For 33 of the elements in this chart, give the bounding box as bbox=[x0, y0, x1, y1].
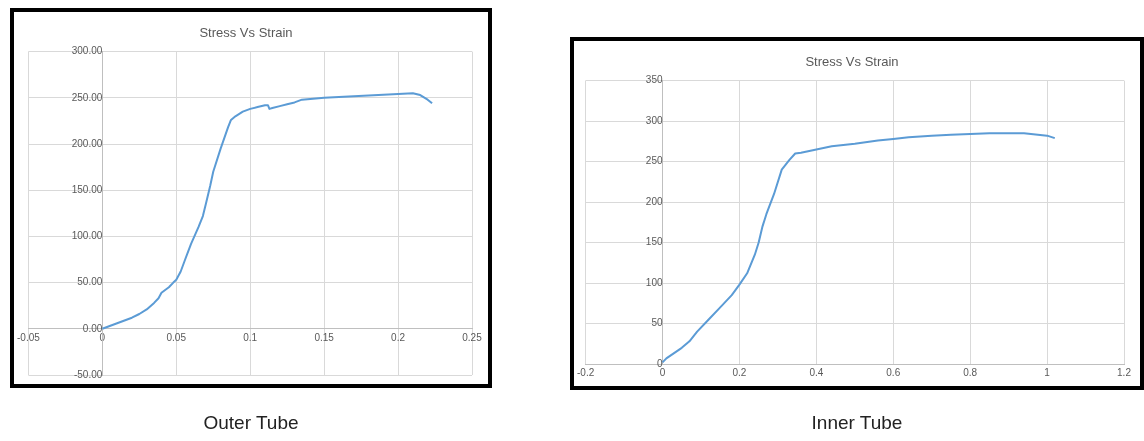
text: Inner Tube bbox=[810, 412, 904, 434]
y-tick-label: 250 bbox=[645, 155, 663, 167]
chart-title: Stress Vs Strain bbox=[199, 25, 293, 41]
y-tick-label: 350 bbox=[645, 74, 663, 86]
y-tick-label: 50 bbox=[651, 317, 663, 329]
x-tick-label: 0.2 bbox=[391, 331, 406, 343]
x-tick-label: 0.05 bbox=[166, 331, 187, 343]
x-tick-label: 0.15 bbox=[314, 331, 335, 343]
x-tick-label: 1.2 bbox=[1117, 366, 1132, 378]
x-tick-label: 0.4 bbox=[809, 366, 824, 378]
chart-title: Stress Vs Strain bbox=[805, 54, 899, 70]
y-tick-label: 150.00 bbox=[71, 183, 103, 195]
x-tick-label: -0.05 bbox=[17, 331, 41, 343]
y-tick-label: 200.00 bbox=[71, 137, 103, 149]
x-tick-label: 0.6 bbox=[886, 366, 901, 378]
y-tick-label: 300 bbox=[645, 114, 663, 126]
x-tick-label: 0.2 bbox=[732, 366, 747, 378]
y-tick-label: 100.00 bbox=[71, 230, 103, 242]
text: Outer Tube bbox=[202, 412, 300, 434]
y-tick-label: 100 bbox=[645, 276, 663, 288]
x-tick-label: 0.25 bbox=[462, 331, 483, 343]
y-tick-label: 150 bbox=[645, 236, 663, 248]
x-tick-label: 0.1 bbox=[243, 331, 258, 343]
y-tick-label: 0.00 bbox=[82, 322, 103, 334]
x-tick-label: 1 bbox=[1044, 366, 1051, 378]
y-tick-label: 300.00 bbox=[71, 45, 103, 57]
y-tick-label: 200 bbox=[645, 195, 663, 207]
x-tick-label: -0.2 bbox=[577, 366, 595, 378]
x-tick-label: 0.8 bbox=[963, 366, 978, 378]
y-tick-label: 250.00 bbox=[71, 91, 103, 103]
y-tick-label: -50.00 bbox=[73, 368, 103, 380]
y-tick-label: 0 bbox=[656, 357, 663, 369]
y-tick-label: 50.00 bbox=[77, 276, 103, 288]
